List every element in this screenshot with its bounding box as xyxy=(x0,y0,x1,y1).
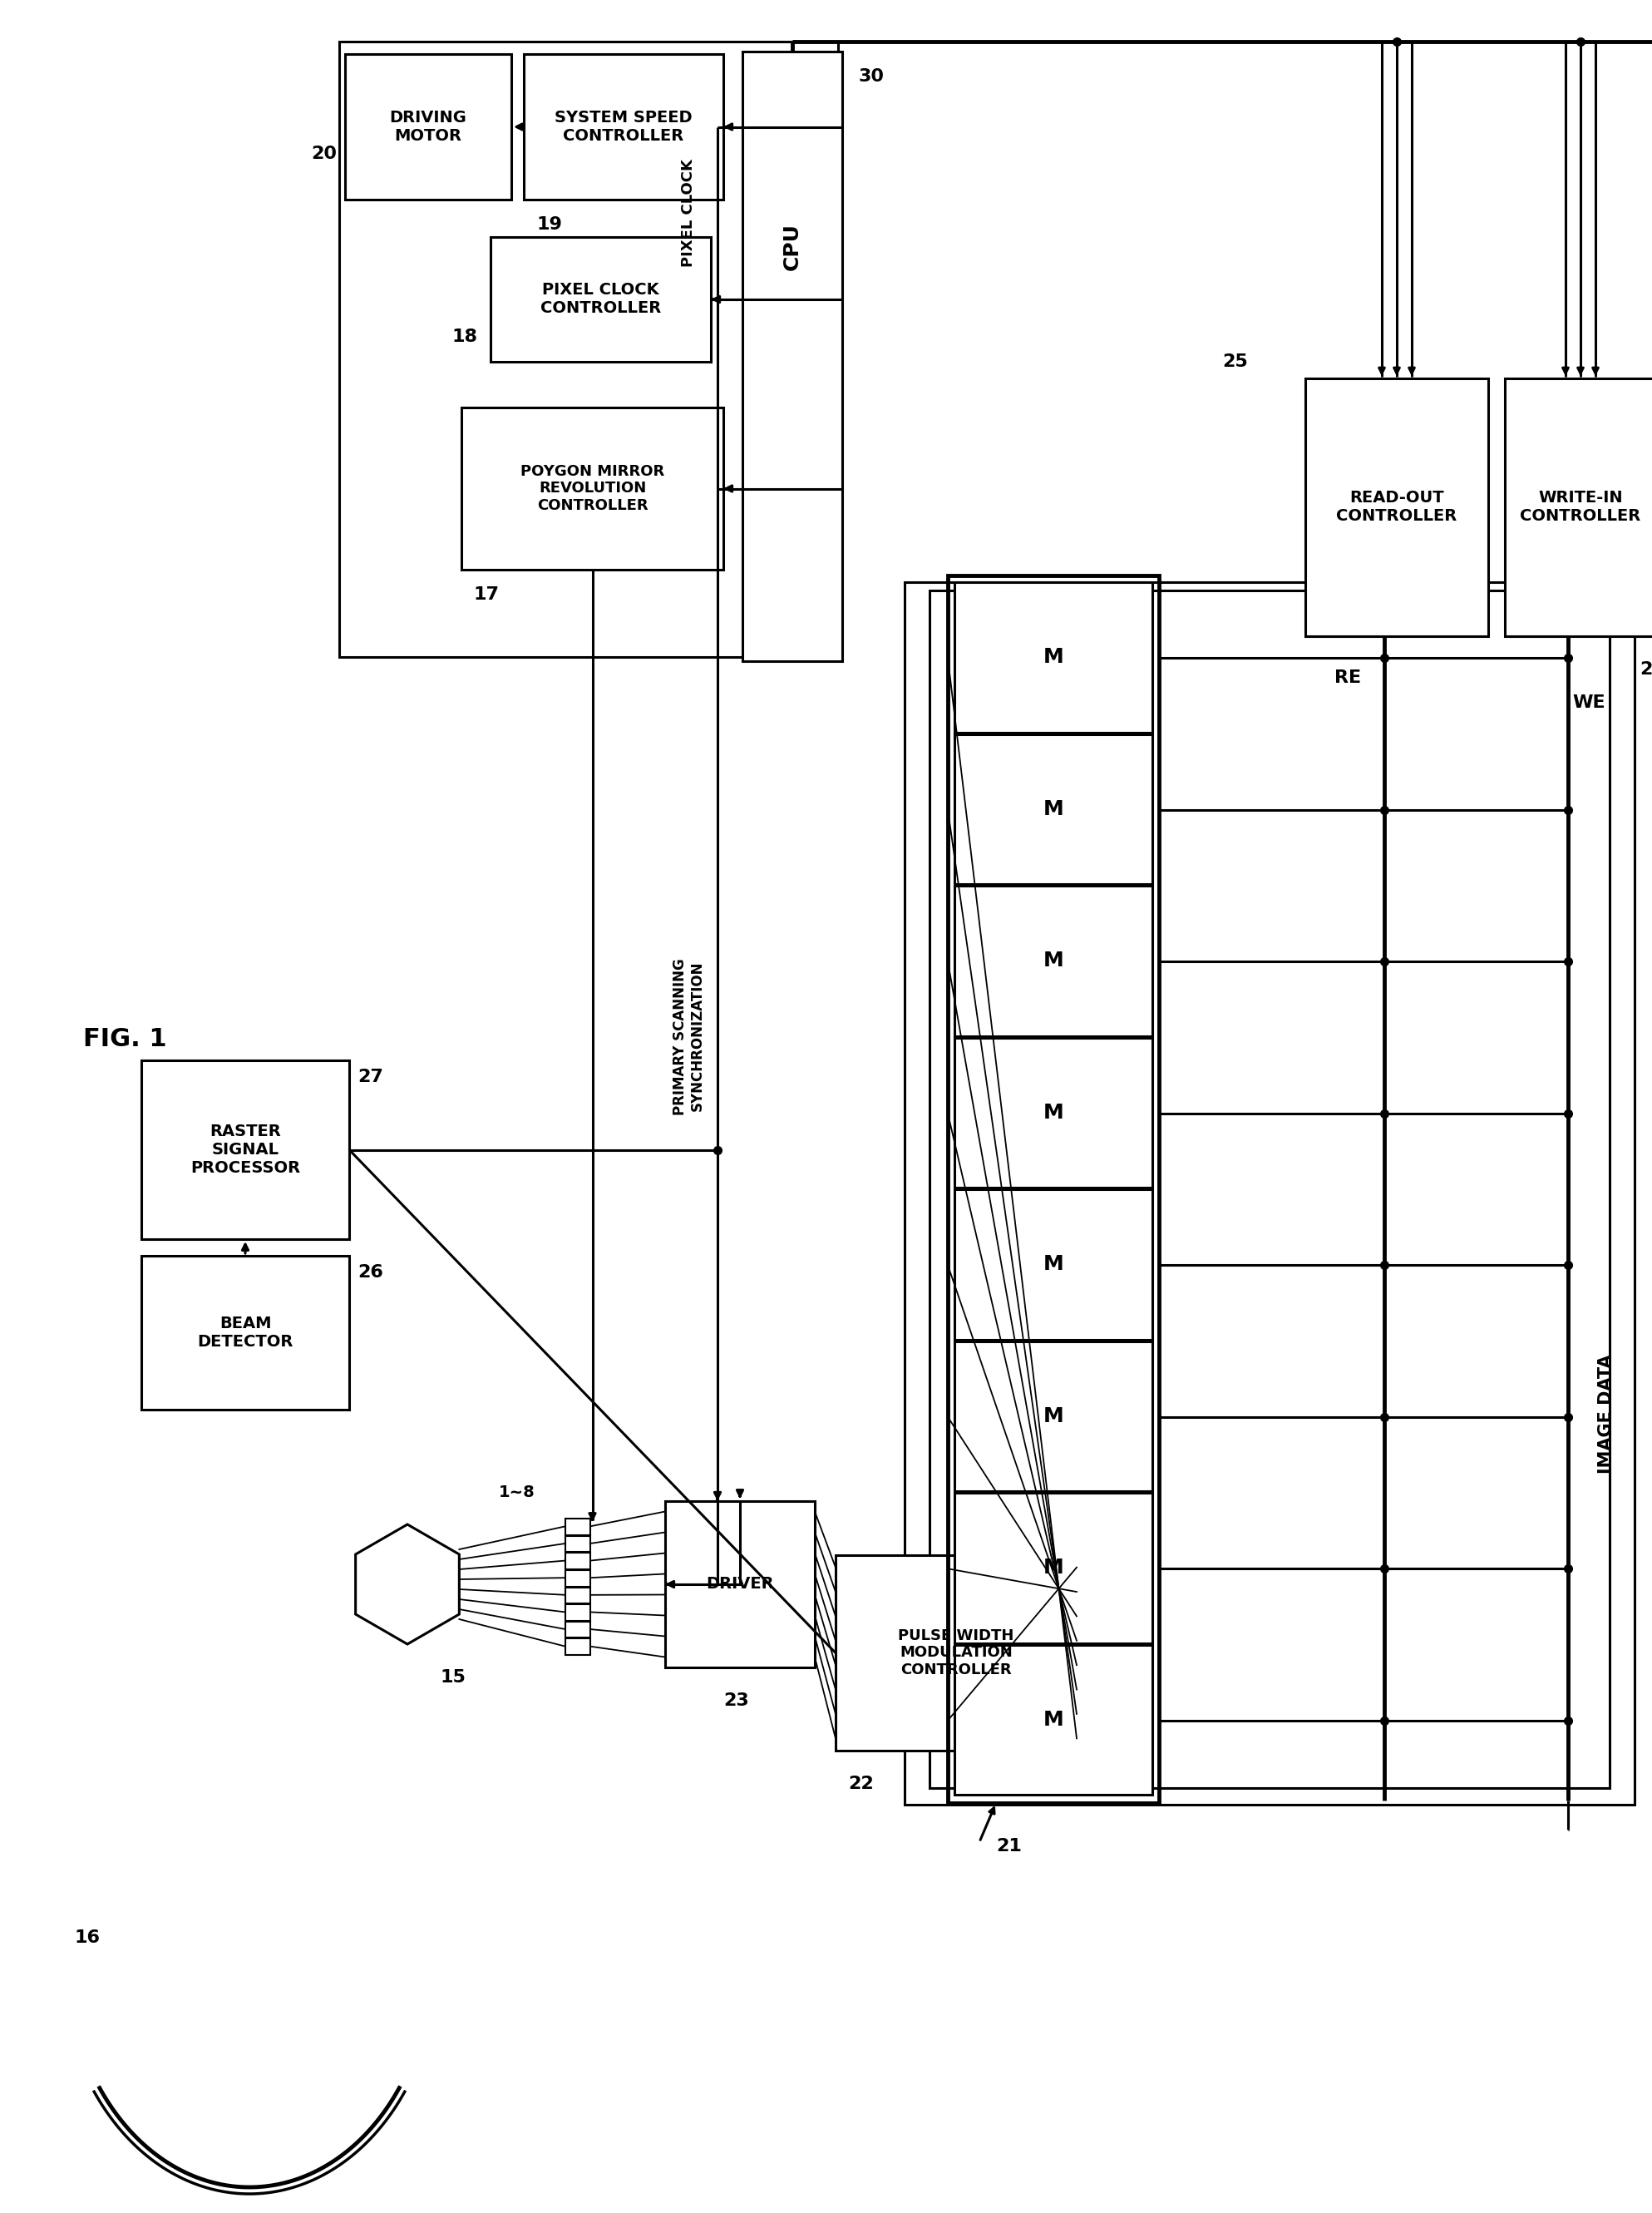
Bar xyxy=(948,575,1160,1804)
Bar xyxy=(565,1638,590,1655)
Text: PIXEL CLOCK: PIXEL CLOCK xyxy=(681,159,695,268)
Bar xyxy=(930,591,1609,1788)
Bar xyxy=(1305,378,1488,635)
Text: CPU: CPU xyxy=(783,224,803,270)
Text: 15: 15 xyxy=(441,1669,466,1686)
Bar xyxy=(955,1188,1153,1339)
Bar xyxy=(955,582,1153,733)
Text: PIXEL CLOCK
CONTROLLER: PIXEL CLOCK CONTROLLER xyxy=(540,283,661,316)
Bar xyxy=(836,1556,1077,1750)
Bar xyxy=(955,735,1153,883)
Bar xyxy=(955,1038,1153,1188)
Bar xyxy=(565,1554,590,1569)
Text: WRITE-IN
CONTROLLER: WRITE-IN CONTROLLER xyxy=(1520,491,1640,524)
Text: READ-OUT
CONTROLLER: READ-OUT CONTROLLER xyxy=(1336,491,1457,524)
Text: M: M xyxy=(1042,646,1064,666)
Text: M: M xyxy=(1042,952,1064,972)
Text: 30: 30 xyxy=(859,69,884,84)
Text: FIG. 1: FIG. 1 xyxy=(83,1027,167,1051)
Bar xyxy=(565,1569,590,1587)
Text: DRIVER: DRIVER xyxy=(705,1576,773,1591)
Text: PULSE WIDTH
MODULATION
CONTROLLER: PULSE WIDTH MODULATION CONTROLLER xyxy=(899,1629,1014,1677)
Text: M: M xyxy=(1042,1711,1064,1731)
Bar xyxy=(905,582,1634,1804)
Text: 24: 24 xyxy=(1639,662,1652,677)
Bar xyxy=(565,1604,590,1620)
Text: M: M xyxy=(1042,1255,1064,1275)
Bar xyxy=(955,885,1153,1036)
Text: IMAGE DATA: IMAGE DATA xyxy=(1597,1354,1614,1474)
Text: 19: 19 xyxy=(537,217,562,232)
Bar xyxy=(142,1060,349,1239)
Text: M: M xyxy=(1042,1405,1064,1425)
Text: POYGON MIRROR
REVOLUTION
CONTROLLER: POYGON MIRROR REVOLUTION CONTROLLER xyxy=(520,465,664,513)
Text: PRIMARY SCANNING
SYNCHRONIZATION: PRIMARY SCANNING SYNCHRONIZATION xyxy=(672,958,704,1115)
Text: 22: 22 xyxy=(847,1775,874,1793)
Bar xyxy=(565,1587,590,1604)
Bar xyxy=(666,1500,814,1666)
Text: 27: 27 xyxy=(357,1069,383,1084)
Bar xyxy=(461,407,724,569)
Text: RE: RE xyxy=(1335,671,1361,686)
Bar xyxy=(565,1518,590,1536)
Text: RASTER
SIGNAL
PROCESSOR: RASTER SIGNAL PROCESSOR xyxy=(190,1124,301,1175)
Bar xyxy=(524,53,724,199)
Text: 26: 26 xyxy=(357,1264,383,1281)
Text: 20: 20 xyxy=(311,146,337,162)
Text: M: M xyxy=(1042,1558,1064,1578)
Bar xyxy=(565,1622,590,1638)
Bar xyxy=(955,1494,1153,1642)
Bar xyxy=(1505,378,1652,635)
Text: WE: WE xyxy=(1573,695,1606,710)
Text: DRIVING
MOTOR: DRIVING MOTOR xyxy=(390,111,468,144)
Bar xyxy=(491,237,710,361)
Text: 25: 25 xyxy=(1222,354,1247,370)
Bar xyxy=(339,42,838,657)
Text: BEAM
DETECTOR: BEAM DETECTOR xyxy=(197,1317,292,1350)
Text: M: M xyxy=(1042,799,1064,819)
Bar xyxy=(142,1255,349,1410)
Text: SYSTEM SPEED
CONTROLLER: SYSTEM SPEED CONTROLLER xyxy=(555,111,692,144)
Text: 23: 23 xyxy=(724,1693,748,1708)
Bar xyxy=(955,1644,1153,1795)
Bar xyxy=(742,51,843,662)
Text: M: M xyxy=(1042,1102,1064,1122)
Text: 17: 17 xyxy=(474,586,499,602)
Text: 21: 21 xyxy=(996,1839,1021,1854)
Bar xyxy=(565,1536,590,1551)
Text: 18: 18 xyxy=(453,328,477,345)
Bar xyxy=(955,1341,1153,1492)
Bar xyxy=(345,53,512,199)
Text: 16: 16 xyxy=(74,1930,101,1945)
Text: 1~8: 1~8 xyxy=(499,1485,535,1500)
